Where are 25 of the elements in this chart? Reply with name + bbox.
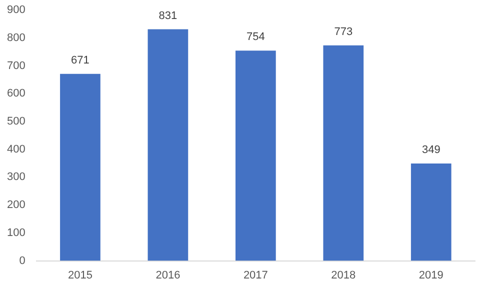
x-tick-label: 2015 bbox=[68, 269, 92, 282]
y-tick-label: 100 bbox=[6, 226, 26, 239]
y-tick-label: 0 bbox=[19, 254, 26, 267]
data-label: 671 bbox=[71, 54, 90, 66]
data-label: 831 bbox=[158, 10, 178, 22]
bar bbox=[148, 29, 188, 261]
y-tick-label: 300 bbox=[6, 171, 26, 184]
y-tick-label: 200 bbox=[6, 199, 26, 212]
y-tick-label: 900 bbox=[6, 4, 26, 16]
bar bbox=[236, 50, 276, 261]
y-tick-label: 700 bbox=[6, 60, 26, 72]
data-label: 773 bbox=[334, 26, 353, 38]
data-label: 349 bbox=[422, 144, 440, 156]
y-tick-label: 600 bbox=[6, 88, 26, 100]
bar bbox=[323, 45, 364, 261]
bar bbox=[410, 164, 452, 261]
data-label: 754 bbox=[246, 31, 265, 44]
x-tick-label: 2017 bbox=[243, 269, 268, 282]
y-tick-label: 800 bbox=[6, 32, 26, 44]
x-tick-label: 2019 bbox=[418, 269, 444, 282]
y-tick-label: 500 bbox=[6, 116, 26, 128]
y-tick-label: 400 bbox=[6, 143, 26, 156]
x-tick-label: 2016 bbox=[156, 269, 180, 282]
x-tick-label: 2018 bbox=[331, 269, 356, 282]
bar bbox=[60, 74, 100, 261]
